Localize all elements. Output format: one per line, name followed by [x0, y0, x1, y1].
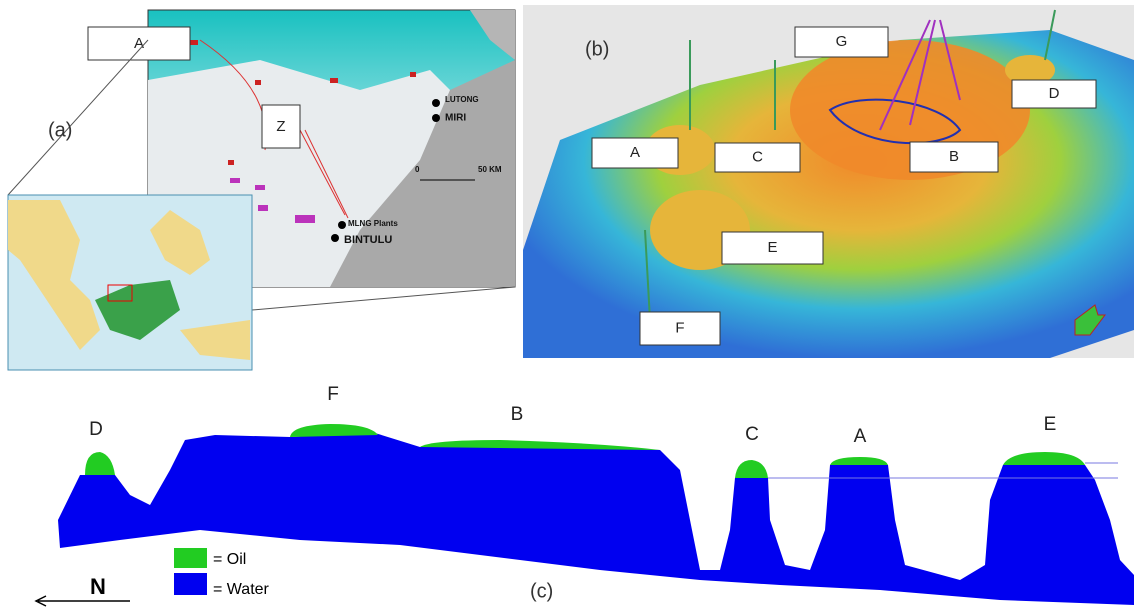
field-label: B [511, 404, 524, 425]
legend-swatch [174, 548, 207, 568]
panel-c: D F B C A E = Oil = Water N (c) [36, 384, 1134, 606]
box-label: D [1049, 85, 1060, 102]
field-label: F [327, 384, 339, 405]
city [331, 234, 339, 242]
legend-label: = Water [213, 581, 270, 598]
place-label: MIRI [445, 113, 466, 124]
panel-b: (b) G D A C B E F [523, 5, 1134, 358]
place-label: LUTONG [445, 95, 479, 104]
leader [8, 40, 148, 195]
panel-a: LUTONG MIRI MLNG Plants BINTULU 0 50 KM … [8, 10, 515, 370]
north-arrow [36, 596, 130, 606]
north-label: N [90, 574, 106, 599]
box-label: A [630, 144, 640, 161]
place-label: BINTULU [344, 234, 392, 246]
place-label: MLNG Plants [348, 219, 398, 228]
field-label: C [745, 424, 759, 445]
city [432, 114, 440, 122]
box-label: Z [276, 118, 285, 135]
field-label: A [854, 426, 867, 447]
figure: LUTONG MIRI MLNG Plants BINTULU 0 50 KM … [0, 0, 1134, 610]
city [338, 221, 346, 229]
box-label: F [675, 319, 684, 336]
field-label: E [1044, 414, 1057, 435]
scale-label: 50 KM [478, 165, 502, 174]
box-label: G [836, 33, 848, 50]
box-label: C [752, 148, 763, 165]
panel-label: (a) [48, 119, 72, 141]
panel-label: (b) [585, 38, 609, 60]
city [432, 99, 440, 107]
water-section [58, 433, 1134, 605]
field-label: D [89, 419, 103, 440]
leader [252, 287, 515, 310]
scale-label: 0 [415, 165, 420, 174]
box-label: E [767, 239, 777, 256]
panel-label: (c) [530, 580, 553, 602]
box-label: B [949, 148, 959, 165]
legend-label: = Oil [213, 551, 246, 568]
legend-swatch [174, 573, 207, 595]
